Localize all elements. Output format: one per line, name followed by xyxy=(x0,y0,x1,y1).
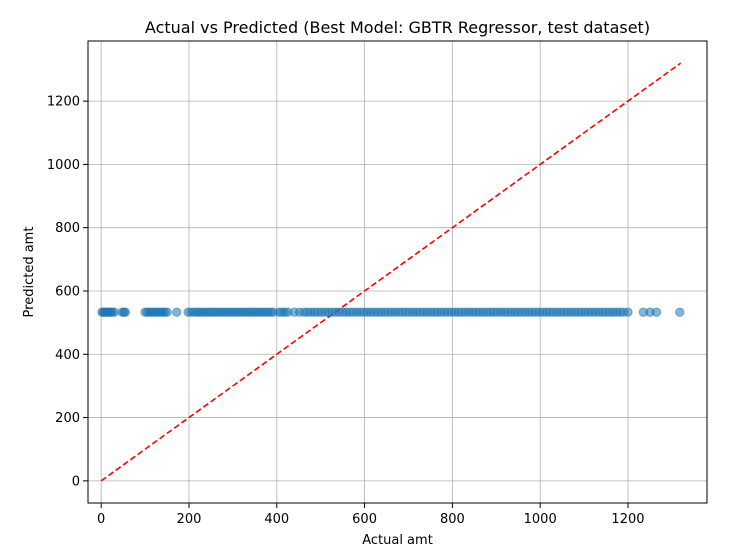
scatter-point xyxy=(675,307,685,317)
chart-title: Actual vs Predicted (Best Model: GBTR Re… xyxy=(145,18,650,37)
reference-line-group xyxy=(100,62,682,482)
scatter-point xyxy=(162,307,172,317)
x-tick-label: 800 xyxy=(440,512,465,527)
scatter-point xyxy=(623,307,633,317)
reference-line xyxy=(100,62,682,482)
y-tick-label: 1200 xyxy=(47,95,80,110)
y-tick-label: 800 xyxy=(55,221,80,236)
x-tick-label: 0 xyxy=(97,512,105,527)
x-tick-label: 400 xyxy=(264,512,289,527)
x-tick-label: 600 xyxy=(352,512,377,527)
y-tick-label: 0 xyxy=(72,474,80,489)
plot-frame xyxy=(87,40,708,504)
x-tick-label: 1000 xyxy=(524,512,557,527)
y-tick-label: 600 xyxy=(55,284,80,299)
x-axis-label: Actual amt xyxy=(362,533,433,548)
grid-lines xyxy=(88,41,707,503)
scatter-point xyxy=(109,307,120,317)
x-axis-ticks: 0 200 400 600 800 1000 1200 xyxy=(97,503,645,527)
y-axis-label: Predicted amt xyxy=(22,227,37,318)
scatter-point xyxy=(171,307,182,317)
x-tick-label: 1200 xyxy=(611,512,644,527)
scatter-point xyxy=(120,307,131,317)
y-tick-label: 1000 xyxy=(47,158,80,173)
x-tick-label: 200 xyxy=(177,512,202,527)
scatter-point xyxy=(651,307,662,317)
y-tick-label: 400 xyxy=(55,348,80,363)
y-tick-label: 200 xyxy=(55,411,80,426)
y-axis-ticks: 0 200 400 600 800 1000 1200 xyxy=(47,95,88,489)
data-points xyxy=(97,307,685,317)
